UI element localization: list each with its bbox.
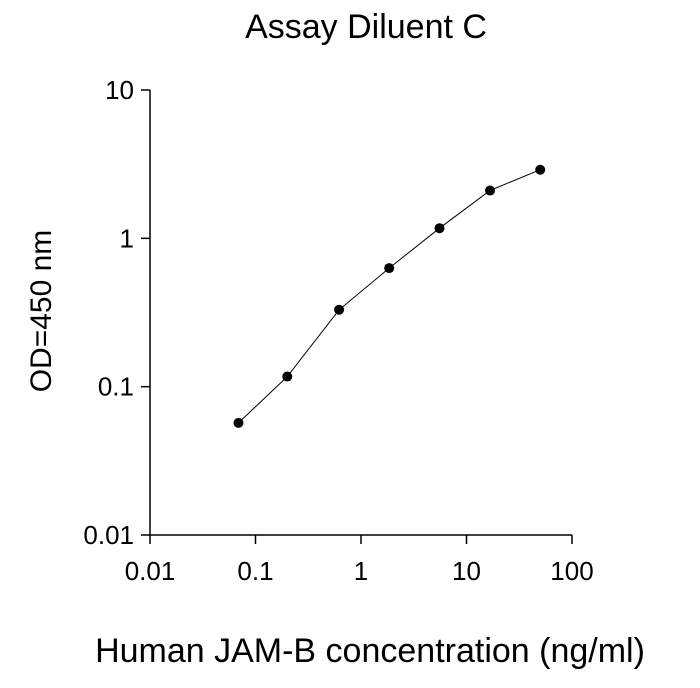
- data-series: [233, 164, 546, 428]
- x-tick-label: 0.1: [237, 556, 273, 586]
- y-tick-label: 1: [120, 223, 134, 253]
- x-tick-label: 1: [354, 556, 368, 586]
- x-axis-label: Human JAM-B concentration (ng/ml): [95, 632, 645, 670]
- data-point: [233, 417, 244, 428]
- x-tick-label: 0.01: [125, 556, 176, 586]
- y-axis-label: OD=450 nm: [25, 229, 58, 393]
- x-tick-label: 10: [452, 556, 481, 586]
- y-tick-label: 0.1: [98, 372, 134, 402]
- y-tick-label: 10: [105, 75, 134, 105]
- series-line: [238, 169, 541, 424]
- ticks: 0.01 0.1 1 10 100 0.01 0.1 1 10: [83, 75, 593, 586]
- data-point: [434, 223, 445, 234]
- axes: [149, 90, 572, 536]
- data-point: [282, 371, 293, 382]
- chart-title: Assay Diluent C: [245, 8, 487, 46]
- data-point: [535, 164, 546, 175]
- x-tick-label: 100: [550, 556, 593, 586]
- data-point: [484, 185, 495, 196]
- data-point: [384, 263, 395, 274]
- y-tick-label: 0.01: [83, 520, 134, 550]
- data-point: [334, 304, 345, 315]
